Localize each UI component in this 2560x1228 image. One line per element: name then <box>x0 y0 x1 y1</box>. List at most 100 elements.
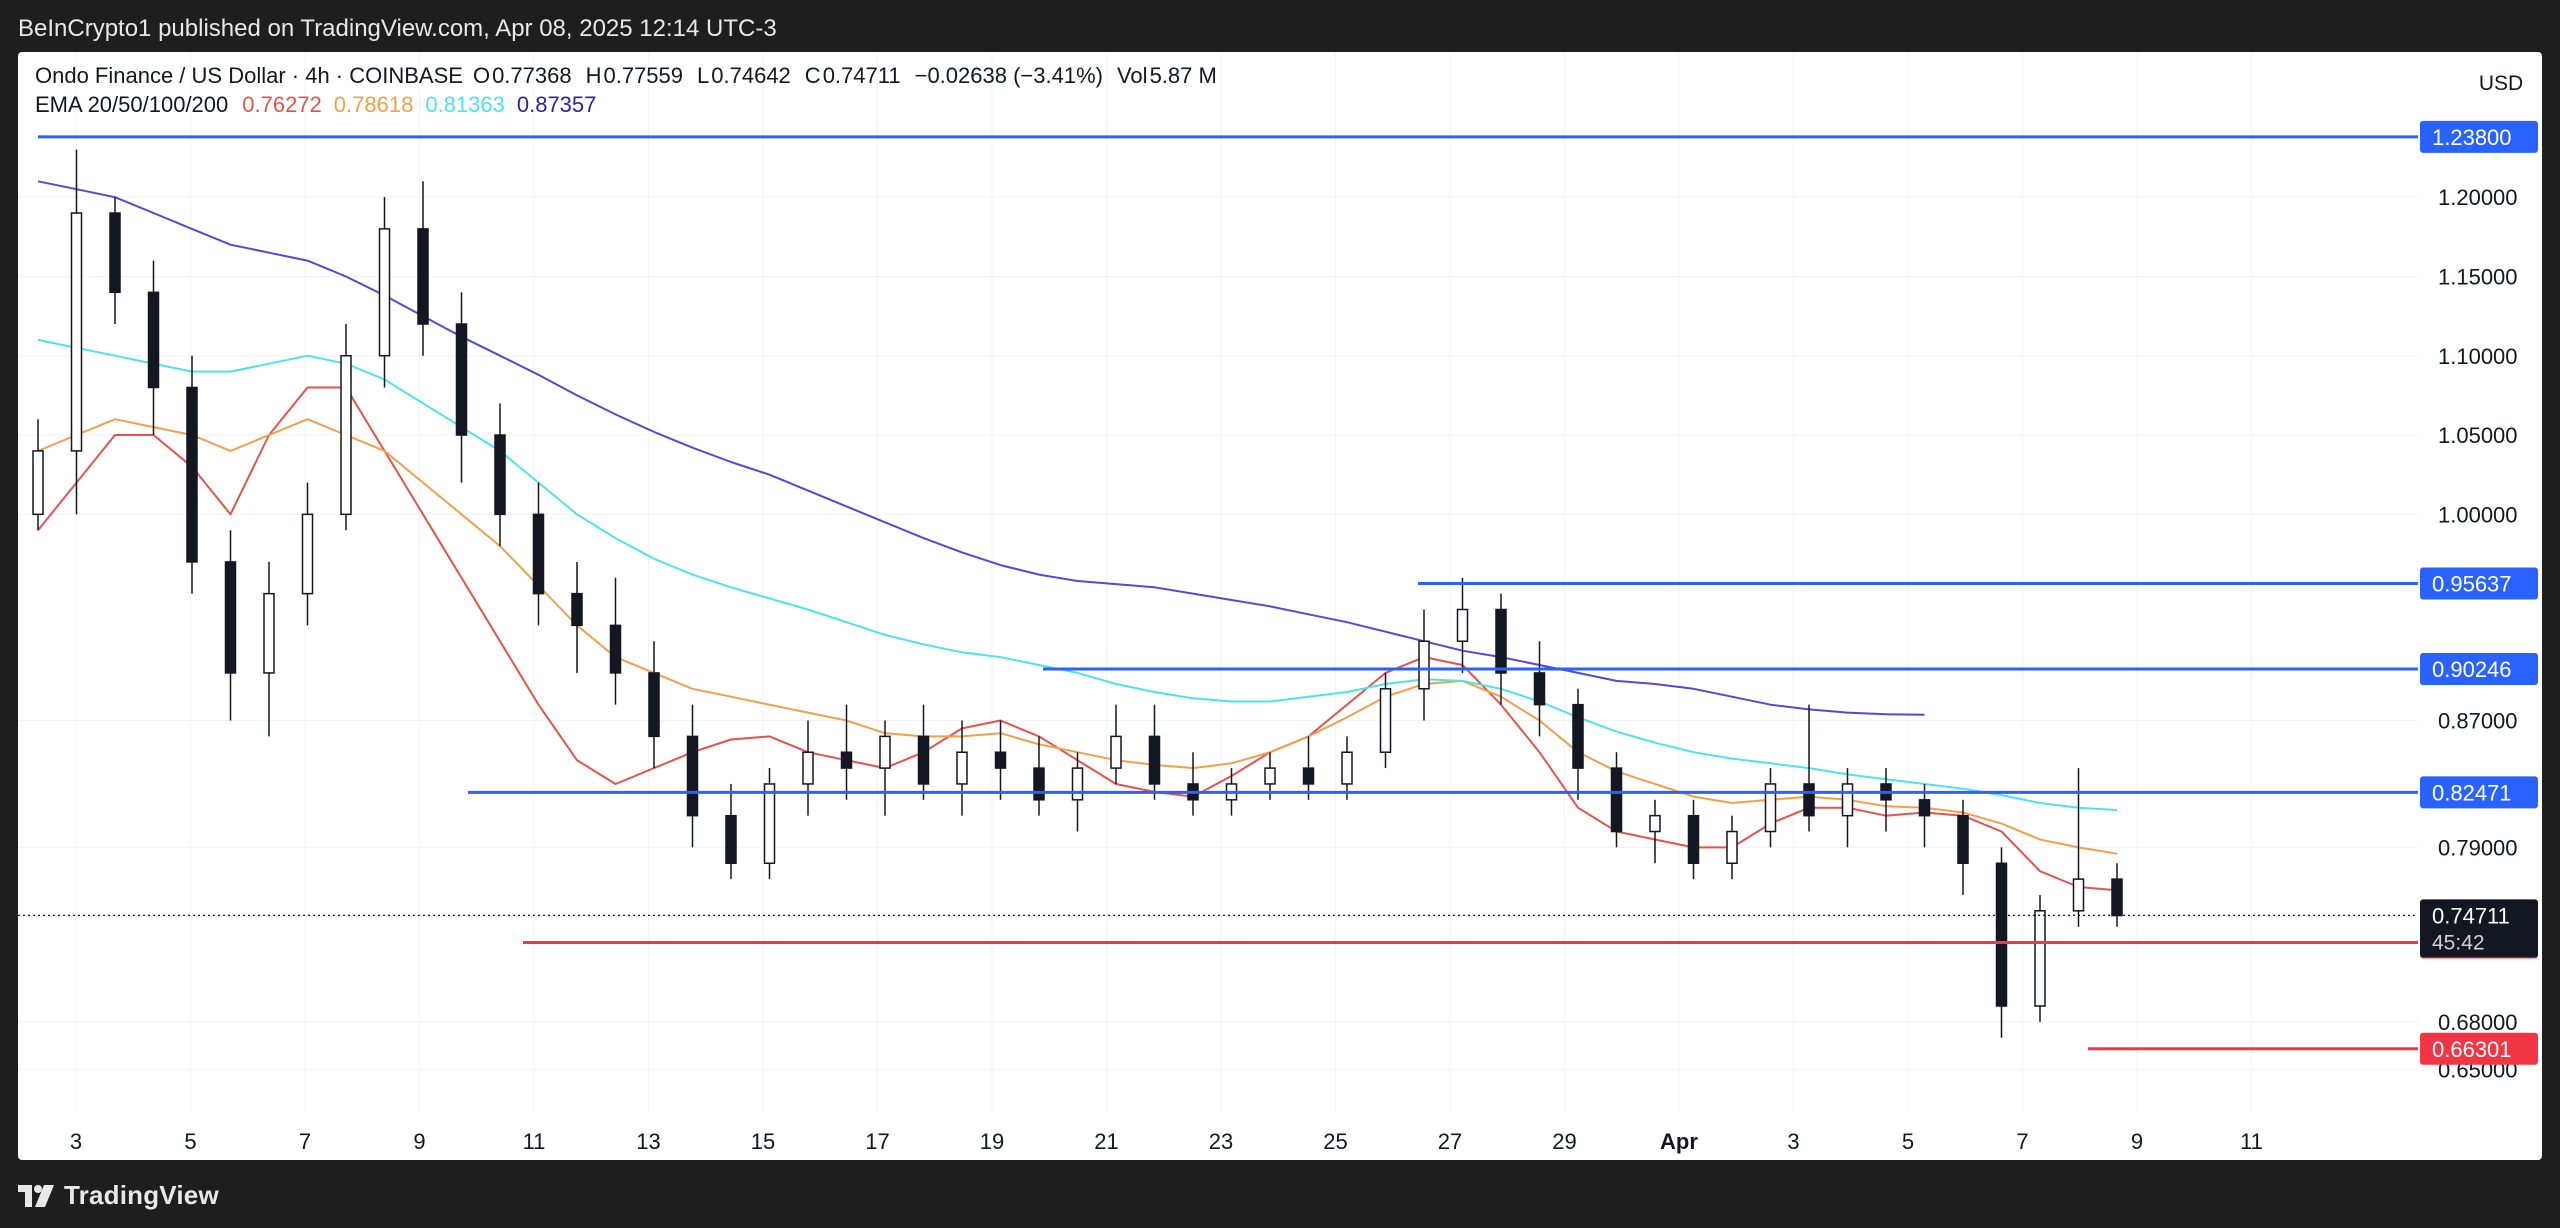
candle-body <box>1302 767 1315 785</box>
candle-body <box>1379 688 1392 753</box>
candle-body <box>1456 608 1469 642</box>
close-value: 0.74711 <box>822 63 901 88</box>
x-tick-label: 27 <box>1438 1129 1462 1154</box>
candle-body <box>2072 878 2085 912</box>
volume-value: 5.87 M <box>1149 63 1217 88</box>
candle-body <box>1533 672 1546 706</box>
footer-bar: TradingView <box>0 1162 2560 1228</box>
x-tick-label: 5 <box>1902 1129 1914 1154</box>
candle-body <box>1071 767 1084 801</box>
x-tick-label: 9 <box>2131 1129 2143 1154</box>
candle-body <box>686 735 699 817</box>
candle-body <box>1495 608 1507 674</box>
open-value: 0.77368 <box>492 63 572 88</box>
candle-body <box>840 751 853 769</box>
x-tick-label: 9 <box>413 1129 425 1154</box>
candle-body <box>1764 783 1777 833</box>
candle-body <box>301 513 314 595</box>
candle-body <box>340 355 352 516</box>
candle-body <box>1995 862 2008 1007</box>
open-label: O <box>472 63 491 88</box>
candle-body <box>1957 814 1969 864</box>
chart-legend: Ondo Finance / US Dollar · 4h · COINBASE… <box>35 63 1223 121</box>
current-price-tag <box>2420 899 2538 958</box>
tradingview-logo-icon <box>18 1184 54 1207</box>
candle-body <box>455 323 468 436</box>
ema100-value: 0.81363 <box>425 92 505 117</box>
candle-body <box>1918 799 1931 817</box>
candle-body <box>917 735 930 785</box>
y-tick-label: 1.20000 <box>2438 185 2518 210</box>
candle-body <box>70 212 83 452</box>
resistance-price-tag <box>2420 776 2538 809</box>
x-tick-label: 3 <box>70 1129 82 1154</box>
candle-body <box>378 228 391 357</box>
candle-body <box>879 735 891 769</box>
current-price-label: 0.74711 <box>2432 903 2510 928</box>
high-value: 0.77559 <box>603 63 684 88</box>
ema50-value: 0.78618 <box>333 92 414 117</box>
candle-body <box>1841 783 1854 817</box>
candle-body <box>763 783 776 864</box>
price-chart[interactable]: 3 5 7 9 11 13 15 17 19 21 23 25 27 29 Apr 3 5 7 9 11 1.20000… <box>18 52 2542 1160</box>
support-price-tag <box>2420 1032 2538 1065</box>
resistance-price-label: 0.90246 <box>2432 657 2512 682</box>
resistance-price-label: 0.82471 <box>2432 780 2512 805</box>
low-value: 0.74642 <box>711 63 791 88</box>
candle-body <box>2111 878 2123 917</box>
candle-body <box>532 513 545 595</box>
ema-label[interactable]: EMA 20/50/100/200 <box>35 92 229 117</box>
candle-body <box>1649 814 1661 833</box>
volume-label: Vol <box>1116 63 1148 88</box>
resistance-price-label: 1.23800 <box>2432 125 2512 150</box>
footer-brand: TradingView <box>64 1180 219 1210</box>
candle-body <box>2034 910 2046 1007</box>
ema-line-ema200 <box>37 180 1925 716</box>
symbol-title[interactable]: Ondo Finance / US Dollar · 4h · COINBASE <box>35 63 463 88</box>
published-text: BeInCrypto1 published on TradingView.com… <box>18 15 777 42</box>
x-tick-label: 29 <box>1552 1129 1576 1154</box>
candle-body <box>1572 703 1584 769</box>
y-tick-label: 1.10000 <box>2438 344 2518 369</box>
candle-body <box>1264 767 1276 785</box>
candle-body <box>32 450 44 516</box>
candle-body <box>1033 767 1045 801</box>
x-tick-label: 13 <box>636 1129 660 1154</box>
candle-countdown: 45:42 <box>2432 931 2485 954</box>
ohlc-row: Ondo Finance / US Dollar · 4h · COINBASE… <box>35 63 1223 92</box>
candle-body <box>725 814 737 864</box>
candle-body <box>1341 751 1353 785</box>
candle-body <box>263 592 275 674</box>
x-tick-label: 21 <box>1094 1129 1118 1154</box>
y-tick-label: 0.87000 <box>2438 709 2518 734</box>
candle-body <box>1803 783 1815 817</box>
high-label: H <box>585 63 602 88</box>
resistance-price-label: 0.95637 <box>2432 572 2512 597</box>
chart-panel[interactable]: 3 5 7 9 11 13 15 17 19 21 23 25 27 29 Apr 3 5 7 9 11 1.20000… <box>18 52 2542 1160</box>
candle-body <box>609 624 622 674</box>
change-value: −0.02638 (−3.41%) <box>914 63 1103 88</box>
candle-body <box>494 434 506 516</box>
y-tick-label: 1.05000 <box>2438 423 2518 448</box>
resistance-price-tag <box>2420 567 2538 600</box>
currency-button[interactable]: USD <box>2478 72 2524 95</box>
publisher-bar: BeInCrypto1 published on TradingView.com… <box>0 0 2560 52</box>
ema20-value: 0.76272 <box>242 92 322 117</box>
x-tick-label: 17 <box>865 1129 889 1154</box>
x-tick-label: 11 <box>2240 1129 2263 1154</box>
candle-body <box>1726 830 1738 864</box>
x-tick-label: Apr <box>1660 1129 1698 1154</box>
candle-body <box>1418 640 1430 690</box>
x-tick-label: 25 <box>1323 1129 1347 1154</box>
x-tick-label: 7 <box>2016 1129 2028 1154</box>
candle-body <box>186 386 198 563</box>
support-price-label: 0.66301 <box>2432 1037 2512 1062</box>
x-tick-label: 5 <box>184 1129 196 1154</box>
candle-body <box>571 592 583 627</box>
tradingview-logo[interactable]: TradingView <box>18 1180 219 1211</box>
resistance-price-tag <box>2420 653 2538 686</box>
candle-body <box>109 212 121 294</box>
resistance-price-tag <box>2420 120 2538 153</box>
candle-body <box>802 751 814 785</box>
x-tick-label: 3 <box>1787 1129 1799 1154</box>
